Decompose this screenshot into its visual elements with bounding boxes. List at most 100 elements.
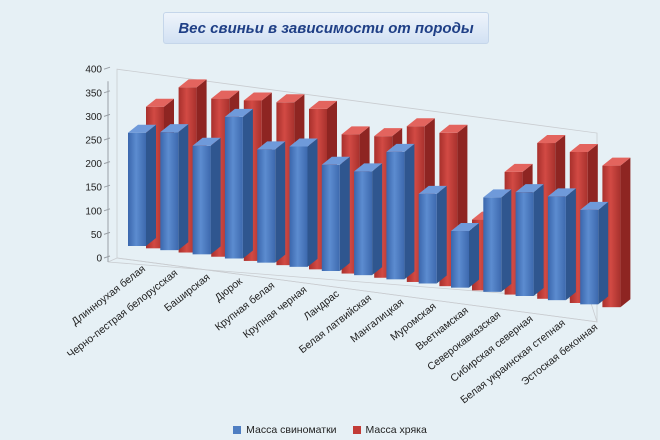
bar-sow-8-side <box>404 143 415 280</box>
bar-boar-5-top <box>309 100 337 109</box>
y-tick-label: 100 <box>85 206 102 217</box>
bar-sow-0-front <box>128 132 146 246</box>
bar-sow-11-top <box>483 189 512 198</box>
bar-sow-4-side <box>275 141 286 263</box>
bar-sow-9 <box>418 185 447 284</box>
bar-sow-5 <box>289 138 318 267</box>
bar-sow-2-front <box>192 145 211 255</box>
bar-sow-1-top <box>160 124 189 133</box>
category-label: Дюрок <box>213 275 245 304</box>
y-tick-label: 300 <box>85 112 102 123</box>
bar-sow-8-top <box>386 143 415 152</box>
bar-sow-0-top <box>128 124 156 133</box>
bar-sow-10-top <box>451 223 479 232</box>
bar-sow-10-front <box>451 231 469 288</box>
y-tick-mark <box>103 66 111 70</box>
legend-label-sow: Масса свиноматки <box>246 424 337 436</box>
bar-boar-6-top <box>341 126 370 135</box>
bar-boar-0-top <box>146 98 174 107</box>
bar-boar-13-top <box>569 143 598 152</box>
bar-sow-14-top <box>580 201 609 210</box>
legend: Масса свиноматки Масса хряка <box>0 424 660 436</box>
bar-sow-7-side <box>372 163 383 276</box>
bar-sow-0 <box>128 124 156 246</box>
legend-swatch-sow <box>233 426 242 434</box>
bar-sow-13 <box>547 188 576 301</box>
bar-boar-7-top <box>374 128 403 137</box>
bar-sow-13-side <box>565 188 576 301</box>
legend-item-boar: Масса хряка <box>352 424 427 436</box>
bar-boar-9-top <box>439 124 468 133</box>
bar-boar-1-top <box>178 79 207 88</box>
y-tick-label: 150 <box>85 183 102 194</box>
bar-sow-4-front <box>257 149 276 263</box>
y-tick-mark <box>103 208 111 212</box>
y-tick-mark <box>103 255 111 259</box>
bar-sow-2-side <box>210 137 221 255</box>
axes <box>103 66 598 323</box>
bar-sow-11-front <box>483 197 502 292</box>
bar-sow-6-top <box>321 156 350 165</box>
bar-boar-12-top <box>537 135 566 144</box>
y-tick-label: 350 <box>85 88 102 99</box>
bar-boar-14-top <box>602 157 631 166</box>
bar-sow-7 <box>354 163 383 276</box>
bar-sow-1-front <box>160 132 179 251</box>
category-label: Крупная черная <box>241 284 309 341</box>
bar-sow-14-front <box>580 209 599 305</box>
bar-sow-11-side <box>501 189 512 292</box>
legend-swatch-boar <box>352 426 361 434</box>
bar-boar-2-top <box>211 90 240 99</box>
bar-sow-9-top <box>418 185 447 194</box>
bars <box>128 79 631 308</box>
bar-sow-14-side <box>598 201 609 305</box>
bar-sow-6-front <box>321 164 340 272</box>
legend-item-sow: Масса свиноматки <box>233 424 337 436</box>
bar-sow-12-side <box>533 184 544 297</box>
bar-boar-11-top <box>504 163 533 172</box>
y-tick-mark <box>103 184 111 188</box>
bar-sow-2 <box>192 137 221 255</box>
bar-sow-3-side <box>242 108 253 259</box>
y-tick-mark <box>103 161 111 165</box>
bar-sow-12-top <box>515 184 544 193</box>
y-tick-label: 250 <box>85 136 102 147</box>
bar-sow-12-front <box>515 192 534 297</box>
bar-sow-1-side <box>178 124 189 251</box>
y-tick-label: 50 <box>91 230 103 241</box>
bar-sow-8 <box>386 143 415 280</box>
bar-sow-10-side <box>469 223 479 288</box>
y-tick-mark <box>103 137 111 141</box>
bar-sow-8-front <box>386 151 405 280</box>
bar-sow-5-top <box>289 138 318 147</box>
legend-label-boar: Масса хряка <box>365 424 427 436</box>
bar-sow-4 <box>257 141 286 263</box>
y-tick-mark <box>103 231 111 235</box>
bar-sow-13-top <box>547 188 576 197</box>
bar-sow-6-side <box>339 156 350 272</box>
bar-sow-3 <box>224 108 253 259</box>
chart-title-box: Вес свиньи в зависимости от породы <box>163 12 489 44</box>
bar-sow-6 <box>321 156 350 272</box>
y-tick-label: 400 <box>85 65 102 76</box>
bar-sow-10 <box>451 223 479 288</box>
y-tick-label: 0 <box>96 254 102 265</box>
bar-sow-9-side <box>436 185 447 284</box>
bar-boar-8-top <box>406 118 435 127</box>
bar-sow-2-top <box>192 137 221 146</box>
chart-title: Вес свиньи в зависимости от породы <box>178 19 474 37</box>
bar-sow-0-side <box>146 124 156 246</box>
bar-sow-14 <box>580 201 609 305</box>
bar-sow-7-top <box>354 163 383 172</box>
bar-sow-9-front <box>418 193 437 284</box>
bar-boar-14-side <box>620 157 631 308</box>
y-tick-label: 200 <box>85 159 102 170</box>
bar-boar-3-top <box>243 92 272 101</box>
bar-sow-5-side <box>307 138 318 267</box>
bar-sow-1 <box>160 124 189 251</box>
bar-sow-3-top <box>224 108 253 117</box>
bar-sow-11 <box>483 189 512 292</box>
bar-boar-4-top <box>276 94 305 103</box>
